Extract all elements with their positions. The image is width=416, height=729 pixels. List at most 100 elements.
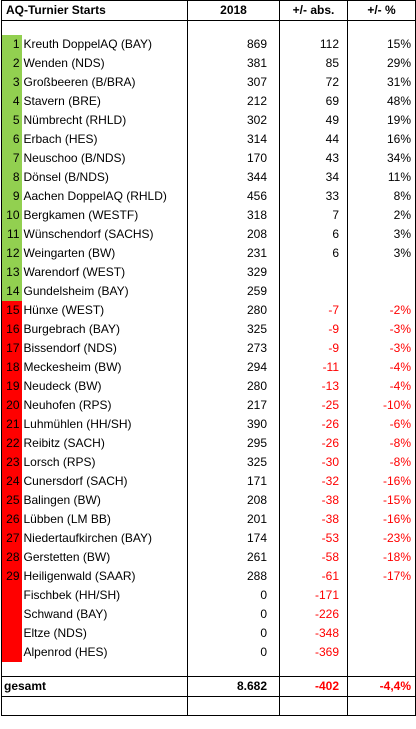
table-row: 19 Neudeck (BW) 280 -13 -4%: [1, 377, 416, 396]
change-abs: -26: [279, 415, 349, 434]
change-abs: -58: [279, 548, 349, 567]
change-abs: -61: [279, 567, 349, 586]
rank-cell: 18: [1, 358, 22, 377]
rank-cell: 3: [1, 73, 22, 92]
change-abs: -13: [279, 377, 349, 396]
venue-name: Erbach (HES): [21, 130, 189, 149]
change-pct: 19%: [347, 111, 416, 130]
table-row: 3 Großbeeren (B/BRA) 307 72 31%: [1, 73, 416, 92]
table-row: 21 Luhmühlen (HH/SH) 390 -26 -6%: [1, 415, 416, 434]
starts-2018: 0: [187, 605, 281, 624]
venue-name: Bissendorf (NDS): [21, 339, 189, 358]
rank-cell: [1, 643, 22, 662]
starts-2018: 171: [187, 472, 281, 491]
table-row: Schwand (BAY) 0 -226: [1, 605, 416, 624]
starts-2018: 231: [187, 244, 281, 263]
header-title: AQ-Turnier Starts: [0, 0, 189, 21]
rank-cell: 22: [1, 434, 22, 453]
starts-2018: 170: [187, 149, 281, 168]
change-abs: -32: [279, 472, 349, 491]
change-pct: 16%: [347, 130, 416, 149]
starts-2018: 294: [187, 358, 281, 377]
rank-cell: 23: [1, 453, 22, 472]
venue-name: Neudeck (BW): [21, 377, 189, 396]
change-pct: -4%: [347, 358, 416, 377]
venue-name: Luhmühlen (HH/SH): [21, 415, 189, 434]
change-pct: 2%: [347, 206, 416, 225]
footer-row: [1, 696, 416, 716]
venue-name: Lübben (LM BB): [21, 510, 189, 529]
table-row: 22 Reibitz (SACH) 295 -26 -8%: [1, 434, 416, 453]
table-row: 1 Kreuth DoppelAQ (BAY) 869 112 15%: [1, 35, 416, 54]
rank-cell: 24: [1, 472, 22, 491]
table-row: 16 Burgebrach (BAY) 325 -9 -3%: [1, 320, 416, 339]
rank-cell: 8: [1, 168, 22, 187]
rank-cell: 15: [1, 301, 22, 320]
rank-cell: 29: [1, 567, 22, 586]
venue-name: Gundelsheim (BAY): [21, 282, 189, 301]
total-row: gesamt 8.682 -402 -4,4%: [0, 676, 416, 697]
venue-name: Schwand (BAY): [21, 605, 189, 624]
rank-cell: 28: [1, 548, 22, 567]
rank-cell: 6: [1, 130, 22, 149]
change-abs: 72: [279, 73, 349, 92]
starts-2018: 307: [187, 73, 281, 92]
rank-cell: 17: [1, 339, 22, 358]
spacer-row: [1, 20, 416, 35]
rank-cell: 26: [1, 510, 22, 529]
starts-2018: 261: [187, 548, 281, 567]
table-row: 2 Wenden (NDS) 381 85 29%: [1, 54, 416, 73]
rank-cell: 1: [1, 35, 22, 54]
change-pct: [347, 605, 416, 624]
change-abs: -9: [279, 320, 349, 339]
starts-2018: 302: [187, 111, 281, 130]
starts-2018: 273: [187, 339, 281, 358]
starts-2018: 344: [187, 168, 281, 187]
rank-cell: 20: [1, 396, 22, 415]
rank-cell: 5: [1, 111, 22, 130]
change-abs: 7: [279, 206, 349, 225]
change-abs: 85: [279, 54, 349, 73]
rank-cell: 10: [1, 206, 22, 225]
venue-name: Meckesheim (BW): [21, 358, 189, 377]
rank-cell: 27: [1, 529, 22, 548]
change-abs: [279, 282, 349, 301]
change-pct: 15%: [347, 35, 416, 54]
starts-2018: 390: [187, 415, 281, 434]
starts-2018: 259: [187, 282, 281, 301]
change-pct: -16%: [347, 472, 416, 491]
starts-2018: 288: [187, 567, 281, 586]
change-abs: 69: [279, 92, 349, 111]
rank-cell: 14: [1, 282, 22, 301]
change-abs: -348: [279, 624, 349, 643]
table-row: 29 Heiligenwald (SAAR) 288 -61 -17%: [1, 567, 416, 586]
table-body: 1 Kreuth DoppelAQ (BAY) 869 112 15% 2 Wenden (…: [1, 20, 416, 662]
venue-name: Aachen DoppelAQ (RHLD): [21, 187, 189, 206]
change-pct: -3%: [347, 320, 416, 339]
header-pct: +/- %: [347, 0, 416, 21]
starts-2018: 217: [187, 396, 281, 415]
change-pct: -16%: [347, 510, 416, 529]
table-row: 26 Lübben (LM BB) 201 -38 -16%: [1, 510, 416, 529]
starts-2018: 295: [187, 434, 281, 453]
change-pct: 3%: [347, 225, 416, 244]
table-row: 8 Dönsel (B/NDS) 344 34 11%: [1, 168, 416, 187]
change-pct: 34%: [347, 149, 416, 168]
change-pct: 3%: [347, 244, 416, 263]
venue-name: Großbeeren (B/BRA): [21, 73, 189, 92]
table-row: 13 Warendorf (WEST) 329: [1, 263, 416, 282]
change-abs: -11: [279, 358, 349, 377]
table-row: 11 Wünschendorf (SACHS) 208 6 3%: [1, 225, 416, 244]
change-abs: -171: [279, 586, 349, 605]
venue-name: Alpenrod (HES): [21, 643, 189, 662]
change-abs: -38: [279, 491, 349, 510]
venue-name: Cunersdorf (SACH): [21, 472, 189, 491]
change-pct: -2%: [347, 301, 416, 320]
change-abs: -26: [279, 434, 349, 453]
change-pct: -6%: [347, 415, 416, 434]
change-abs: -7: [279, 301, 349, 320]
starts-2018: 174: [187, 529, 281, 548]
change-pct: [347, 624, 416, 643]
starts-2018: 318: [187, 206, 281, 225]
